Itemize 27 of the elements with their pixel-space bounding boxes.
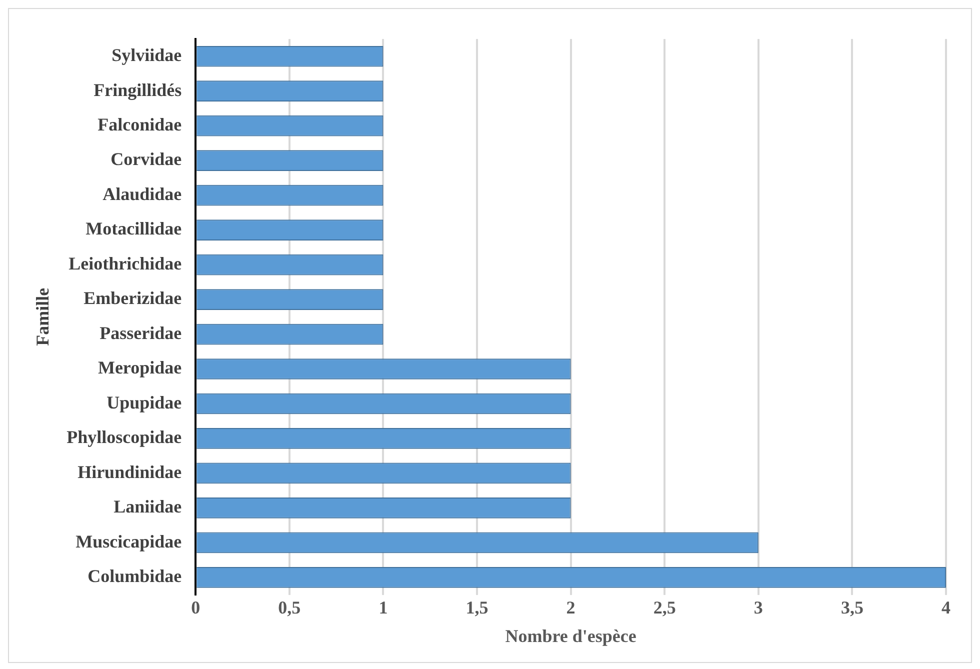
- y-tick-label: Corvidae: [110, 149, 182, 170]
- y-tick-label: Muscicapidae: [76, 531, 182, 552]
- x-tick-label: 3,5: [840, 597, 864, 618]
- y-axis-title: Famille: [32, 288, 52, 346]
- y-tick-label: Emberizidae: [84, 288, 182, 308]
- x-tick-label: 1: [378, 597, 388, 618]
- y-tick-label: Columbidae: [88, 566, 182, 586]
- y-tick-label: Leiothrichidae: [68, 253, 182, 274]
- y-tick-label: Hirundinidae: [78, 462, 182, 482]
- x-tick-label: 2,5: [653, 597, 676, 618]
- y-tick-label: Motacillidae: [86, 218, 182, 239]
- x-tick-label: 2: [566, 597, 576, 618]
- x-tick-label: 1,5: [466, 597, 488, 618]
- y-tick-label: Laniidae: [114, 496, 182, 517]
- y-tick-label: Phylloscopidae: [66, 427, 182, 448]
- y-tick-label: Meropidae: [98, 358, 182, 378]
- x-tick-label: 4: [942, 597, 950, 618]
- x-axis-title: Nombre d'espèce: [505, 626, 636, 646]
- y-tick-label: Alaudidae: [102, 184, 182, 204]
- y-tick-label: Sylviidae: [112, 45, 182, 66]
- y-tick-label: Falconidae: [98, 114, 182, 134]
- y-tick-label: Passeridae: [100, 322, 182, 343]
- x-tick-label: 3: [754, 597, 763, 618]
- x-tick-label: 0: [191, 597, 200, 618]
- y-tick-label: Upupidae: [106, 392, 182, 412]
- y-tick-label: Fringillidés: [94, 80, 182, 100]
- x-tick-label: 0,5: [278, 597, 301, 618]
